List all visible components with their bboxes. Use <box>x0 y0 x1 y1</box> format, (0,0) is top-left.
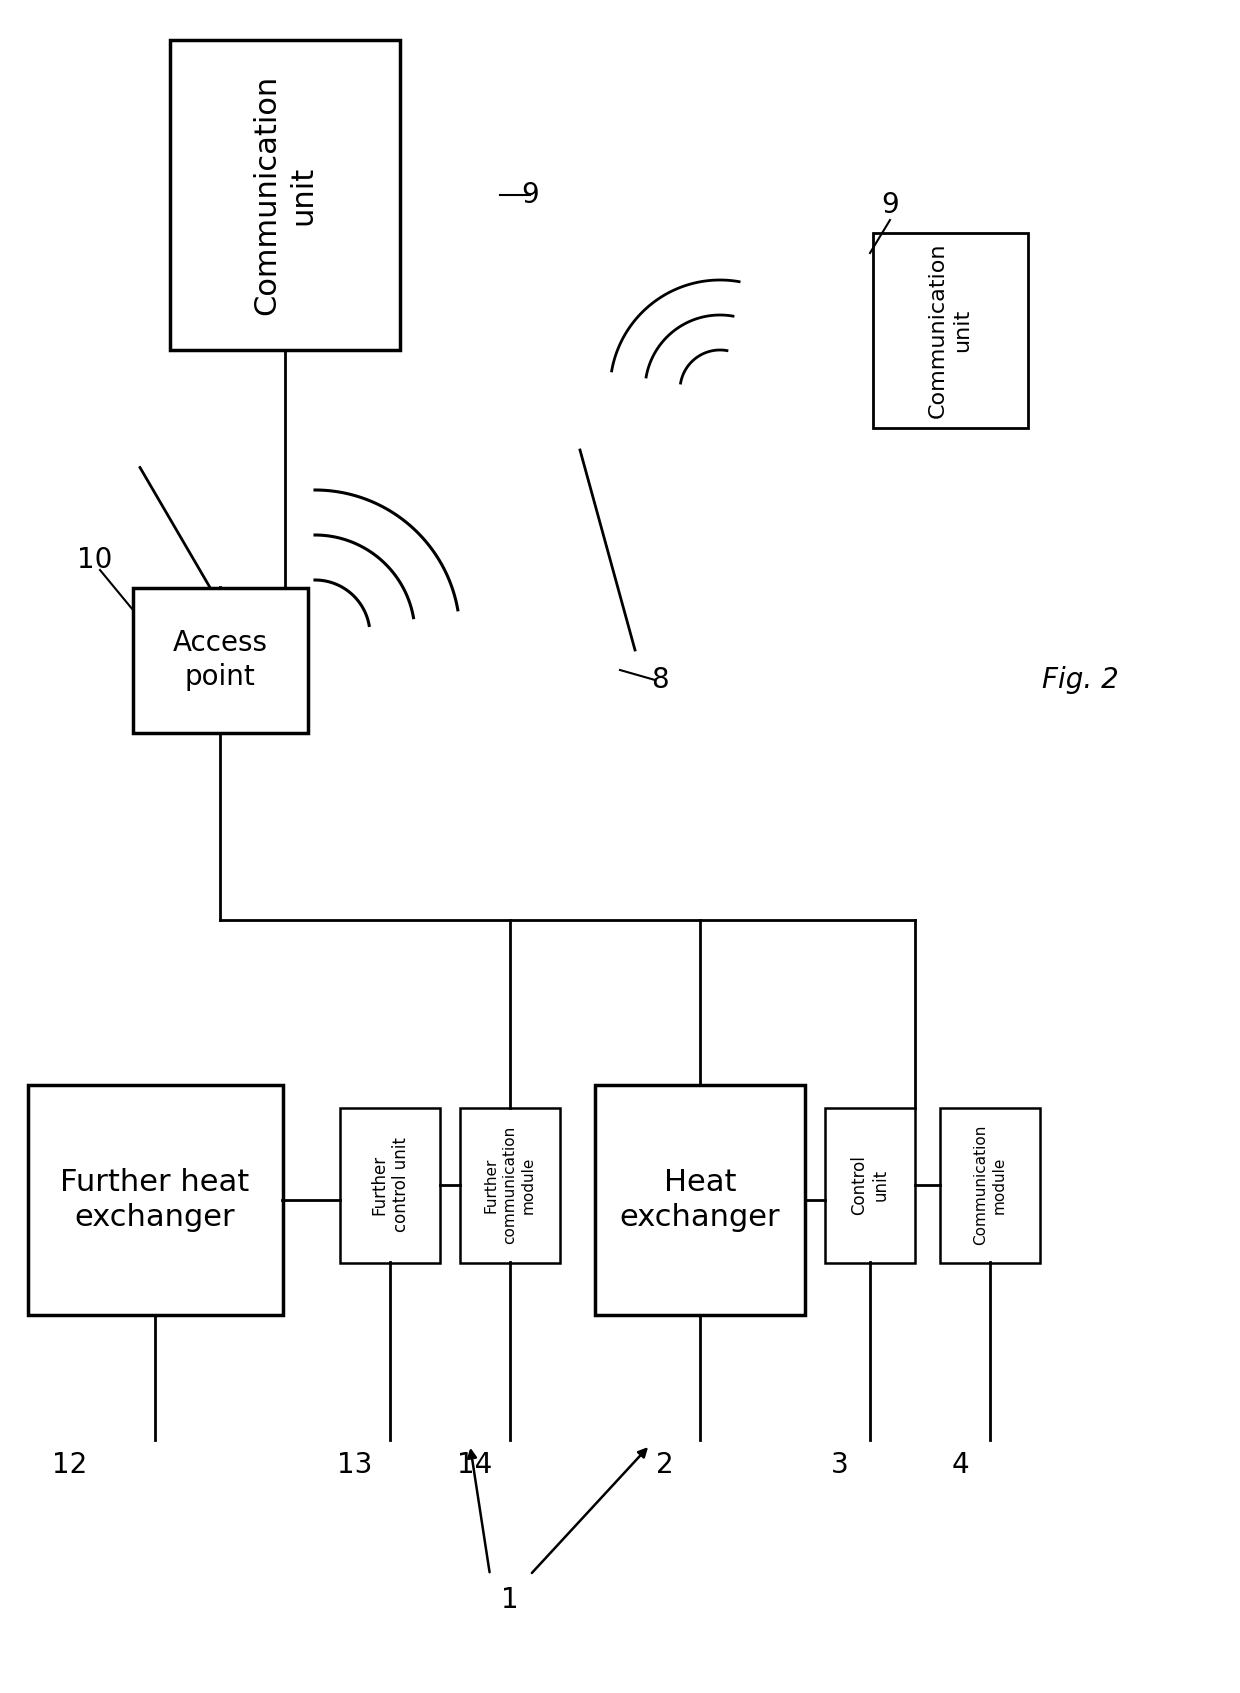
Text: 8: 8 <box>651 665 668 694</box>
Text: 3: 3 <box>831 1451 849 1480</box>
Text: 4: 4 <box>951 1451 968 1480</box>
Text: Communication
unit: Communication unit <box>928 242 972 418</box>
Text: 1: 1 <box>501 1586 518 1613</box>
Bar <box>340 1107 440 1263</box>
Text: 12: 12 <box>52 1451 88 1480</box>
Text: 13: 13 <box>337 1451 373 1480</box>
Text: 9: 9 <box>882 191 899 218</box>
Text: Heat
exchanger: Heat exchanger <box>620 1168 780 1233</box>
Bar <box>873 232 1028 428</box>
Text: 9: 9 <box>521 181 539 208</box>
Bar <box>27 1085 283 1315</box>
Text: Access
point: Access point <box>172 628 268 691</box>
Text: Further
communication
module: Further communication module <box>484 1126 536 1244</box>
Bar <box>133 587 308 733</box>
Bar <box>595 1085 805 1315</box>
Bar <box>170 41 401 350</box>
Text: Further heat
exchanger: Further heat exchanger <box>61 1168 249 1233</box>
Text: Communication
unit: Communication unit <box>253 74 317 315</box>
Text: 10: 10 <box>77 547 113 574</box>
Bar <box>940 1107 1040 1263</box>
Text: Communication
module: Communication module <box>973 1124 1007 1244</box>
Text: 14: 14 <box>458 1451 492 1480</box>
Text: 2: 2 <box>656 1451 673 1480</box>
Text: Control
unit: Control unit <box>849 1155 890 1216</box>
Text: Fig. 2: Fig. 2 <box>1042 665 1118 694</box>
Bar <box>825 1107 915 1263</box>
Text: Further
control unit: Further control unit <box>370 1138 410 1233</box>
Bar <box>460 1107 560 1263</box>
